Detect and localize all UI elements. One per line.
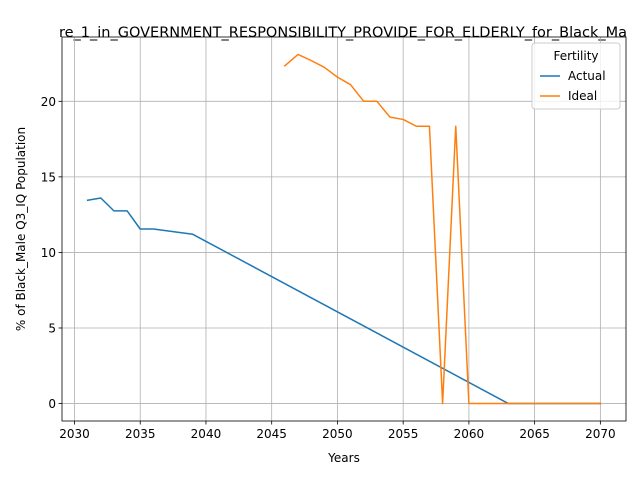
x-axis: 2030 2035 2040 2045 2050 2055 2060 2065 2070 — [59, 421, 616, 441]
series-line-ideal — [283, 53, 602, 405]
y-axis: 0 5 10 15 20 — [41, 95, 62, 411]
y-tick-label: 0 — [48, 397, 56, 411]
x-axis-label: Years — [327, 451, 360, 465]
legend-box — [531, 42, 621, 110]
x-tick-label: 2065 — [519, 427, 550, 441]
legend-label: Ideal — [568, 89, 597, 103]
y-tick-label: 10 — [41, 246, 56, 260]
legend-label: Actual — [568, 69, 606, 83]
x-tick-label: 2050 — [322, 427, 353, 441]
y-tick-label: 5 — [48, 321, 56, 335]
legend: Fertility Actual Ideal — [531, 42, 621, 110]
legend-title: Fertility — [553, 49, 598, 63]
x-tick-label: 2070 — [585, 427, 616, 441]
x-tick-label: 2040 — [191, 427, 222, 441]
x-tick-label: 2045 — [256, 427, 287, 441]
y-tick-label: 20 — [41, 95, 56, 109]
x-tick-label: 2030 — [59, 427, 90, 441]
chart-title: re_1_in_GOVERNMENT_RESPONSIBILITY_PROVID… — [59, 25, 627, 41]
y-tick-label: 15 — [41, 170, 56, 184]
x-tick-label: 2055 — [388, 427, 419, 441]
plot-frame — [61, 36, 627, 422]
y-axis-label: % of Black_Male Q3_IQ Population — [14, 127, 28, 331]
series-layer — [86, 53, 602, 405]
series-line-actual — [86, 197, 602, 405]
x-tick-label: 2060 — [454, 427, 485, 441]
x-tick-label: 2035 — [125, 427, 156, 441]
